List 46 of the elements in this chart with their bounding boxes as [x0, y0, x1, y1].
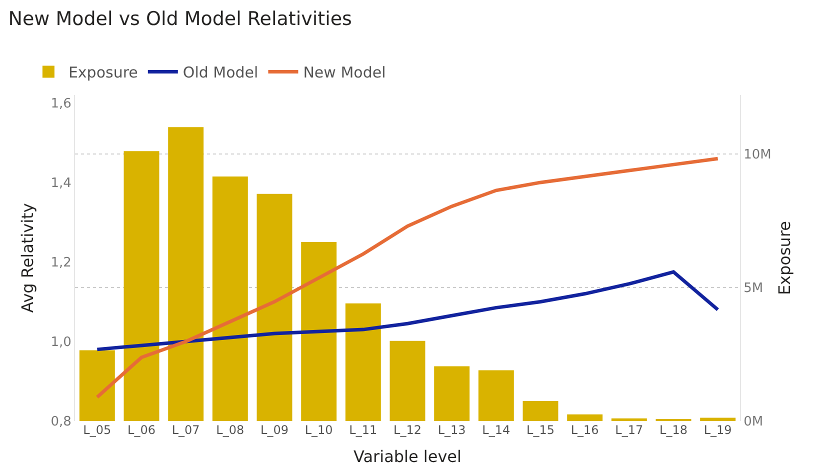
x-tick-label: L_07 — [172, 423, 200, 437]
y-tick-label: 1,6 — [50, 96, 72, 112]
bar — [168, 127, 204, 421]
bar — [567, 414, 603, 421]
y2-tick-label: 10M — [744, 147, 772, 162]
x-tick-label: L_19 — [704, 423, 732, 437]
bar — [212, 176, 248, 421]
legend-label: Exposure — [68, 64, 138, 82]
bar — [256, 194, 292, 421]
x-tick-label: L_10 — [304, 423, 333, 437]
x-tick-label: L_14 — [482, 423, 510, 437]
x-tick-label: L_12 — [394, 423, 422, 437]
bar — [478, 370, 514, 421]
line-series — [95, 156, 720, 399]
legend-label: New Model — [303, 64, 386, 82]
x-tick-label: L_13 — [438, 423, 466, 437]
bar — [124, 151, 160, 421]
y2-tick-label: 0M — [744, 414, 764, 430]
x-tick-label: L_17 — [615, 423, 644, 437]
x-tick-label: L_05 — [83, 423, 112, 437]
x-tick-label: L_18 — [660, 423, 688, 437]
x-tick-label: L_11 — [349, 423, 378, 437]
chart-title: New Model vs Old Model Relativities — [8, 8, 352, 30]
bar — [611, 418, 647, 421]
x-axis-title: Variable level — [354, 447, 462, 466]
bar — [434, 366, 470, 421]
bar — [390, 340, 426, 421]
bar — [345, 303, 381, 421]
x-tick-label: L_15 — [526, 423, 554, 437]
bar — [522, 400, 558, 421]
x-tick-label: L_06 — [128, 423, 156, 437]
y-tick-label: 1,0 — [50, 335, 72, 350]
bar — [700, 418, 736, 421]
y2-tick-label: 5M — [744, 280, 764, 296]
y-axis-title: Avg Relativity — [18, 203, 37, 313]
y-tick-label: 1,4 — [50, 176, 72, 192]
x-tick-label: L_16 — [570, 423, 599, 437]
y-tick-label: 1,2 — [50, 256, 72, 271]
bar — [79, 350, 115, 421]
x-tick-label: L_09 — [260, 423, 288, 437]
line-series — [95, 270, 720, 352]
y-tick-label: 0,8 — [50, 414, 72, 430]
bar — [301, 242, 337, 421]
y2-axis-title: Exposure — [775, 220, 794, 296]
legend-label: Old Model — [182, 64, 258, 82]
x-tick-label: L_08 — [216, 423, 244, 437]
